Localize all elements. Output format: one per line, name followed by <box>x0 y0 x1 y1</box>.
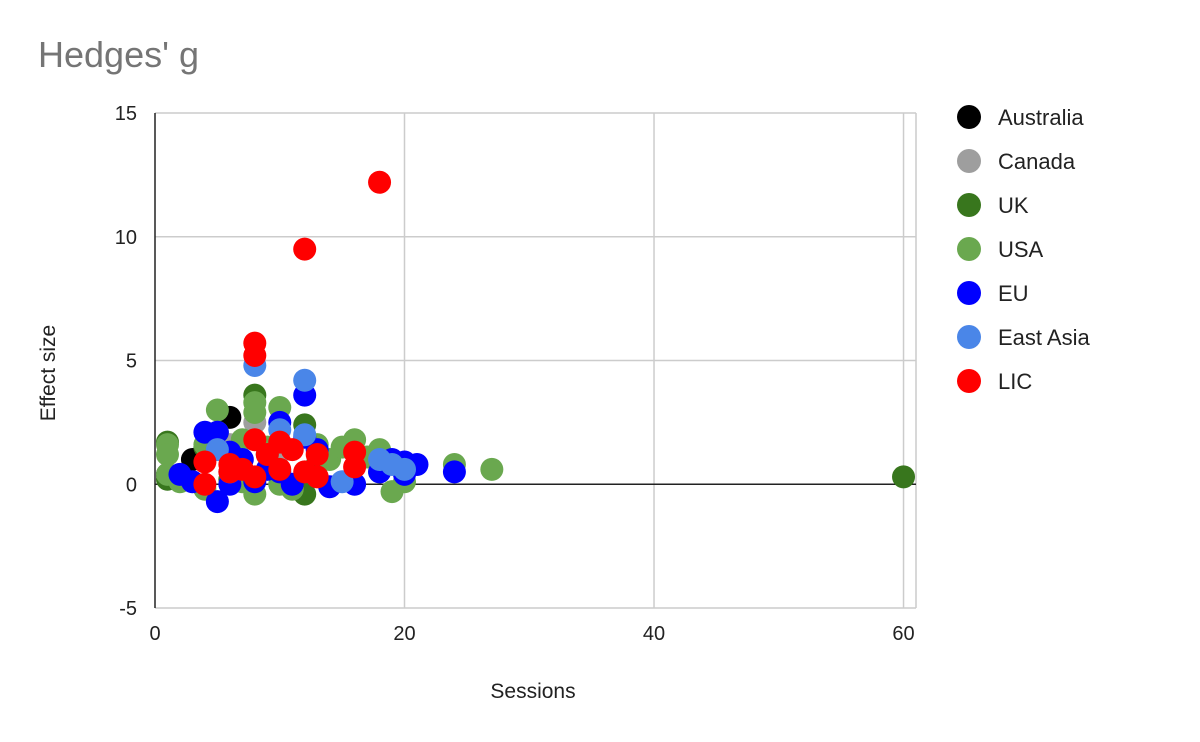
legend-marker <box>957 281 981 305</box>
legend-label: LIC <box>998 369 1032 394</box>
legend-label: USA <box>998 237 1044 262</box>
y-tick-label: 15 <box>115 103 137 125</box>
y-axis-label: Effect size <box>37 325 60 422</box>
legend-marker <box>957 193 981 217</box>
legend-marker <box>957 149 981 173</box>
data-point <box>243 344 267 368</box>
x-tick-label: 40 <box>643 623 665 645</box>
data-point <box>293 237 317 261</box>
legend-marker <box>957 237 981 261</box>
data-point <box>343 455 367 479</box>
legend-marker <box>957 369 981 393</box>
legend-marker <box>957 105 981 129</box>
data-point <box>892 465 916 489</box>
data-points <box>155 170 916 514</box>
data-point <box>368 170 392 194</box>
data-point <box>205 420 229 444</box>
x-tick-label: 60 <box>892 623 914 645</box>
chart-title: Hedges' g <box>38 34 199 75</box>
legend: Australia Canada UK USA EU East Asia LIC <box>957 105 1090 394</box>
data-point <box>205 490 229 514</box>
data-point <box>243 400 267 424</box>
data-point <box>193 450 217 474</box>
data-point <box>268 457 292 481</box>
data-point <box>393 457 417 481</box>
data-point <box>205 398 229 422</box>
data-point <box>442 460 466 484</box>
y-tick-label: 5 <box>126 351 137 373</box>
legend-label: UK <box>998 193 1029 218</box>
y-tick-label: -5 <box>119 598 137 620</box>
data-point <box>243 465 267 489</box>
legend-label: Canada <box>998 149 1076 174</box>
data-point <box>305 465 329 489</box>
legend-label: East Asia <box>998 325 1090 350</box>
data-point <box>293 368 317 392</box>
data-point <box>305 443 329 467</box>
data-point <box>480 457 504 481</box>
data-point <box>155 443 179 467</box>
data-point <box>193 472 217 496</box>
y-tick-label: 10 <box>115 227 137 249</box>
gridlines <box>155 112 917 609</box>
legend-label: Australia <box>998 105 1084 130</box>
tick-labels: -5 0 5 10 15 0 20 40 60 <box>115 103 915 645</box>
x-axis-label: Sessions <box>490 680 575 703</box>
x-tick-label: 0 <box>149 623 160 645</box>
data-point <box>280 438 304 462</box>
y-tick-label: 0 <box>126 474 137 496</box>
legend-marker <box>957 325 981 349</box>
x-tick-label: 20 <box>393 623 415 645</box>
legend-label: EU <box>998 281 1029 306</box>
